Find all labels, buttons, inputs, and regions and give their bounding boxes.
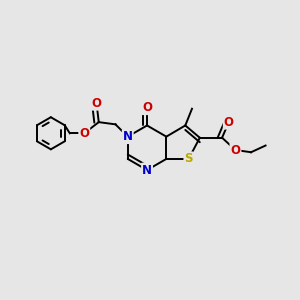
Text: S: S: [184, 152, 193, 165]
Text: O: O: [79, 127, 89, 140]
Text: N: N: [142, 164, 152, 177]
Text: O: O: [230, 143, 241, 157]
Text: N: N: [123, 130, 133, 143]
Text: O: O: [142, 101, 152, 114]
Text: O: O: [92, 97, 101, 110]
Text: O: O: [224, 116, 234, 129]
